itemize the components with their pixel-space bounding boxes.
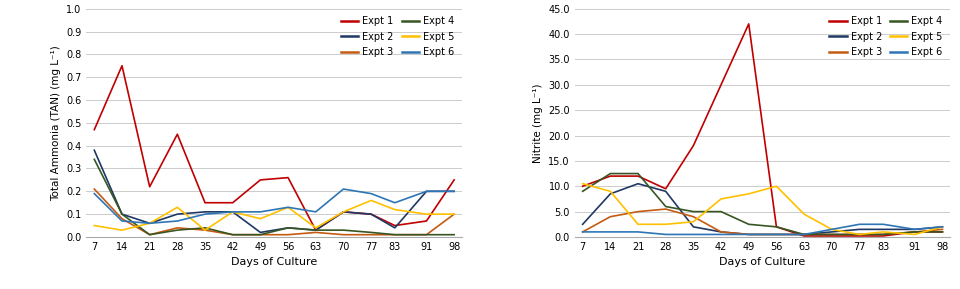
Legend: Expt 1, Expt 2, Expt 3, Expt 4, Expt 5, Expt 6: Expt 1, Expt 2, Expt 3, Expt 4, Expt 5, … bbox=[338, 14, 457, 60]
Y-axis label: Total Ammonia (TAN) (mg L⁻¹): Total Ammonia (TAN) (mg L⁻¹) bbox=[51, 45, 60, 201]
Legend: Expt 1, Expt 2, Expt 3, Expt 4, Expt 5, Expt 6: Expt 1, Expt 2, Expt 3, Expt 4, Expt 5, … bbox=[827, 14, 946, 60]
X-axis label: Days of Culture: Days of Culture bbox=[719, 257, 805, 267]
X-axis label: Days of Culture: Days of Culture bbox=[231, 257, 318, 267]
Y-axis label: Nitrite (mg L⁻¹): Nitrite (mg L⁻¹) bbox=[533, 83, 542, 163]
